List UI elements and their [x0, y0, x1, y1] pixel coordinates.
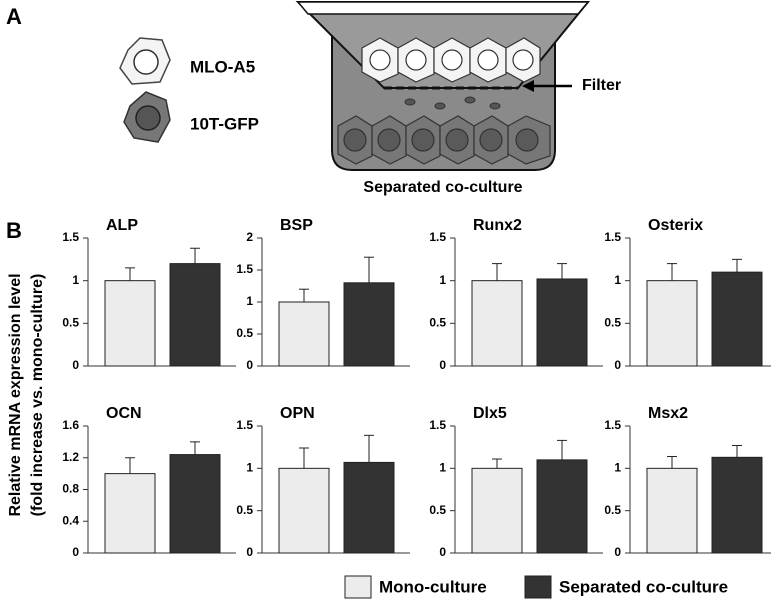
- y-axis-label: (fold increase vs. mono-culture): [29, 274, 46, 517]
- y-tick-label: 1.5: [62, 230, 79, 244]
- y-tick-label: 1: [72, 273, 79, 287]
- bar: [471, 467, 523, 554]
- y-tick-label: 1: [439, 273, 446, 287]
- bar: [711, 456, 763, 554]
- bar: [278, 301, 330, 367]
- chart-title: ALP: [106, 217, 138, 234]
- y-tick-label: 0.4: [62, 513, 79, 527]
- bar: [104, 280, 156, 367]
- bar: [536, 278, 588, 367]
- y-tick-label: 0: [614, 545, 621, 559]
- chart-title: OCN: [106, 405, 142, 422]
- y-tick-label: 0.5: [62, 316, 79, 330]
- cell-icon-10t: [123, 91, 171, 143]
- chart-title: Runx2: [473, 217, 522, 234]
- y-tick-label: 0: [72, 545, 79, 559]
- bar: [646, 467, 698, 554]
- y-tick-label: 1.5: [236, 418, 253, 432]
- y-tick-label: 0.5: [429, 503, 446, 517]
- y-tick-label: 0.5: [236, 326, 253, 340]
- chart-title: Osterix: [648, 217, 703, 234]
- y-tick-label: 1.6: [62, 418, 79, 432]
- y-tick-label: 0: [439, 545, 446, 559]
- bar: [169, 454, 221, 554]
- y-tick-label: 0.8: [62, 482, 79, 496]
- y-tick-label: 0: [439, 358, 446, 372]
- y-tick-label: 1.5: [236, 262, 253, 276]
- y-tick-label: 0: [614, 358, 621, 372]
- y-tick-label: 1.5: [604, 418, 621, 432]
- filter-arrowhead: [522, 80, 534, 92]
- chart-title: BSP: [280, 217, 313, 234]
- cell-label: 10T-GFP: [190, 114, 259, 133]
- panel-label: A: [6, 4, 22, 29]
- y-tick-label: 0.5: [604, 316, 621, 330]
- bar: [343, 282, 395, 367]
- cell-label: MLO-A5: [190, 57, 255, 76]
- y-tick-label: 1: [439, 461, 446, 475]
- chart-title: Msx2: [648, 405, 688, 422]
- y-tick-label: 1: [246, 461, 253, 475]
- y-tick-label: 1: [614, 273, 621, 287]
- y-tick-label: 1.5: [429, 418, 446, 432]
- legend-swatch: [524, 575, 552, 599]
- legend-label: Separated co-culture: [559, 577, 728, 596]
- bar: [104, 473, 156, 554]
- legend-swatch: [344, 575, 372, 599]
- y-tick-label: 0: [72, 358, 79, 372]
- y-tick-label: 1.5: [429, 230, 446, 244]
- bar: [343, 461, 395, 554]
- y-tick-label: 0.5: [604, 503, 621, 517]
- y-tick-label: 1: [614, 461, 621, 475]
- bar: [711, 271, 763, 367]
- bar: [536, 459, 588, 554]
- caption: Separated co-culture: [363, 179, 522, 196]
- y-tick-label: 0.5: [236, 503, 253, 517]
- bar: [278, 467, 330, 554]
- y-axis-label: Relative mRNA expression level: [7, 273, 24, 516]
- bar: [471, 280, 523, 367]
- y-tick-label: 2: [246, 230, 253, 244]
- y-tick-label: 1: [246, 294, 253, 308]
- chart-title: OPN: [280, 405, 315, 422]
- y-tick-label: 0: [246, 358, 253, 372]
- y-tick-label: 1.5: [604, 230, 621, 244]
- bar: [646, 280, 698, 367]
- y-tick-label: 0: [246, 545, 253, 559]
- legend-label: Mono-culture: [379, 577, 487, 596]
- bar: [169, 263, 221, 367]
- panel-label: B: [6, 218, 22, 243]
- y-tick-label: 1.2: [62, 450, 79, 464]
- filter-label: Filter: [582, 77, 621, 94]
- chart-title: Dlx5: [473, 405, 507, 422]
- culture-well: [295, 1, 591, 171]
- y-tick-label: 0.5: [429, 316, 446, 330]
- cell-icon-mlo: [119, 37, 171, 85]
